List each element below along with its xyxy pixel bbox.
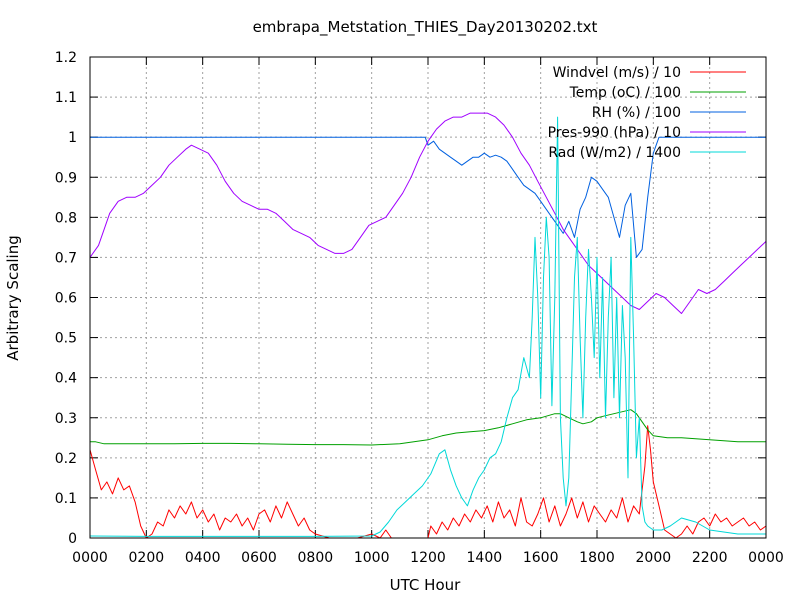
series-line-3 xyxy=(90,136,766,258)
x-tick-label: 0400 xyxy=(185,550,221,566)
x-tick-label: 2200 xyxy=(692,550,728,566)
y-tick-label: 0.5 xyxy=(55,331,77,347)
y-tick-label: 0.3 xyxy=(55,411,77,427)
series-line-2 xyxy=(90,409,766,446)
x-tick-label: 2000 xyxy=(636,550,672,566)
legend: Windvel (m/s) / 10 Temp (oC) / 100 RH (%) … xyxy=(548,65,746,161)
legend-label: RH (%) / 100 xyxy=(592,105,681,121)
y-axis-label: Arbitrary Scaling xyxy=(4,235,22,361)
x-tick-label: 0000 xyxy=(748,550,784,566)
x-tick-label: 0600 xyxy=(241,550,277,566)
x-tick-label: 0200 xyxy=(129,550,165,566)
legend-label: Windvel (m/s) / 10 xyxy=(553,65,681,81)
series-line-5 xyxy=(89,116,766,537)
x-tick-label: 1800 xyxy=(579,550,615,566)
series-lines xyxy=(89,112,767,539)
x-tick-label: 0000 xyxy=(72,550,108,566)
y-tick-label: 0.1 xyxy=(55,491,77,507)
y-tick-label: 1 xyxy=(68,130,77,146)
x-tick-label: 1000 xyxy=(354,550,390,566)
plot-frame xyxy=(89,56,767,539)
y-tick-label: 0 xyxy=(68,531,77,547)
x-axis-label: UTC Hour xyxy=(390,576,461,594)
series-line-1 xyxy=(89,425,767,539)
y-tick-label: 0.7 xyxy=(55,250,77,266)
legend-label: Temp (oC) / 100 xyxy=(569,85,681,101)
legend-label: Rad (W/m2) / 1400 xyxy=(548,145,681,161)
chart-title: embrapa_Metstation_THIES_Day20130202.txt xyxy=(253,18,598,37)
x-tick-label: 1200 xyxy=(410,550,446,566)
y-tick-label: 0.8 xyxy=(55,210,77,226)
x-tick-label: 1600 xyxy=(523,550,559,566)
y-tick-label: 0.4 xyxy=(55,371,77,387)
y-tick-label: 0.6 xyxy=(55,291,77,307)
y-tick-label: 1.1 xyxy=(55,90,77,106)
legend-label: Pres-990 (hPa) / 10 xyxy=(548,125,681,141)
series-line-4 xyxy=(89,112,767,314)
axis-ticks: 0 0.1 0.2 0.3 0.4 0.5 0.6 0.7 0.8 0.9 1 1.1 1.2 0000 0… xyxy=(55,50,784,566)
x-tick-label: 1400 xyxy=(467,550,503,566)
x-tick-label: 0800 xyxy=(298,550,334,566)
y-tick-label: 0.2 xyxy=(55,451,77,467)
y-tick-label: 1.2 xyxy=(55,50,77,66)
y-tick-label: 0.9 xyxy=(55,170,77,186)
